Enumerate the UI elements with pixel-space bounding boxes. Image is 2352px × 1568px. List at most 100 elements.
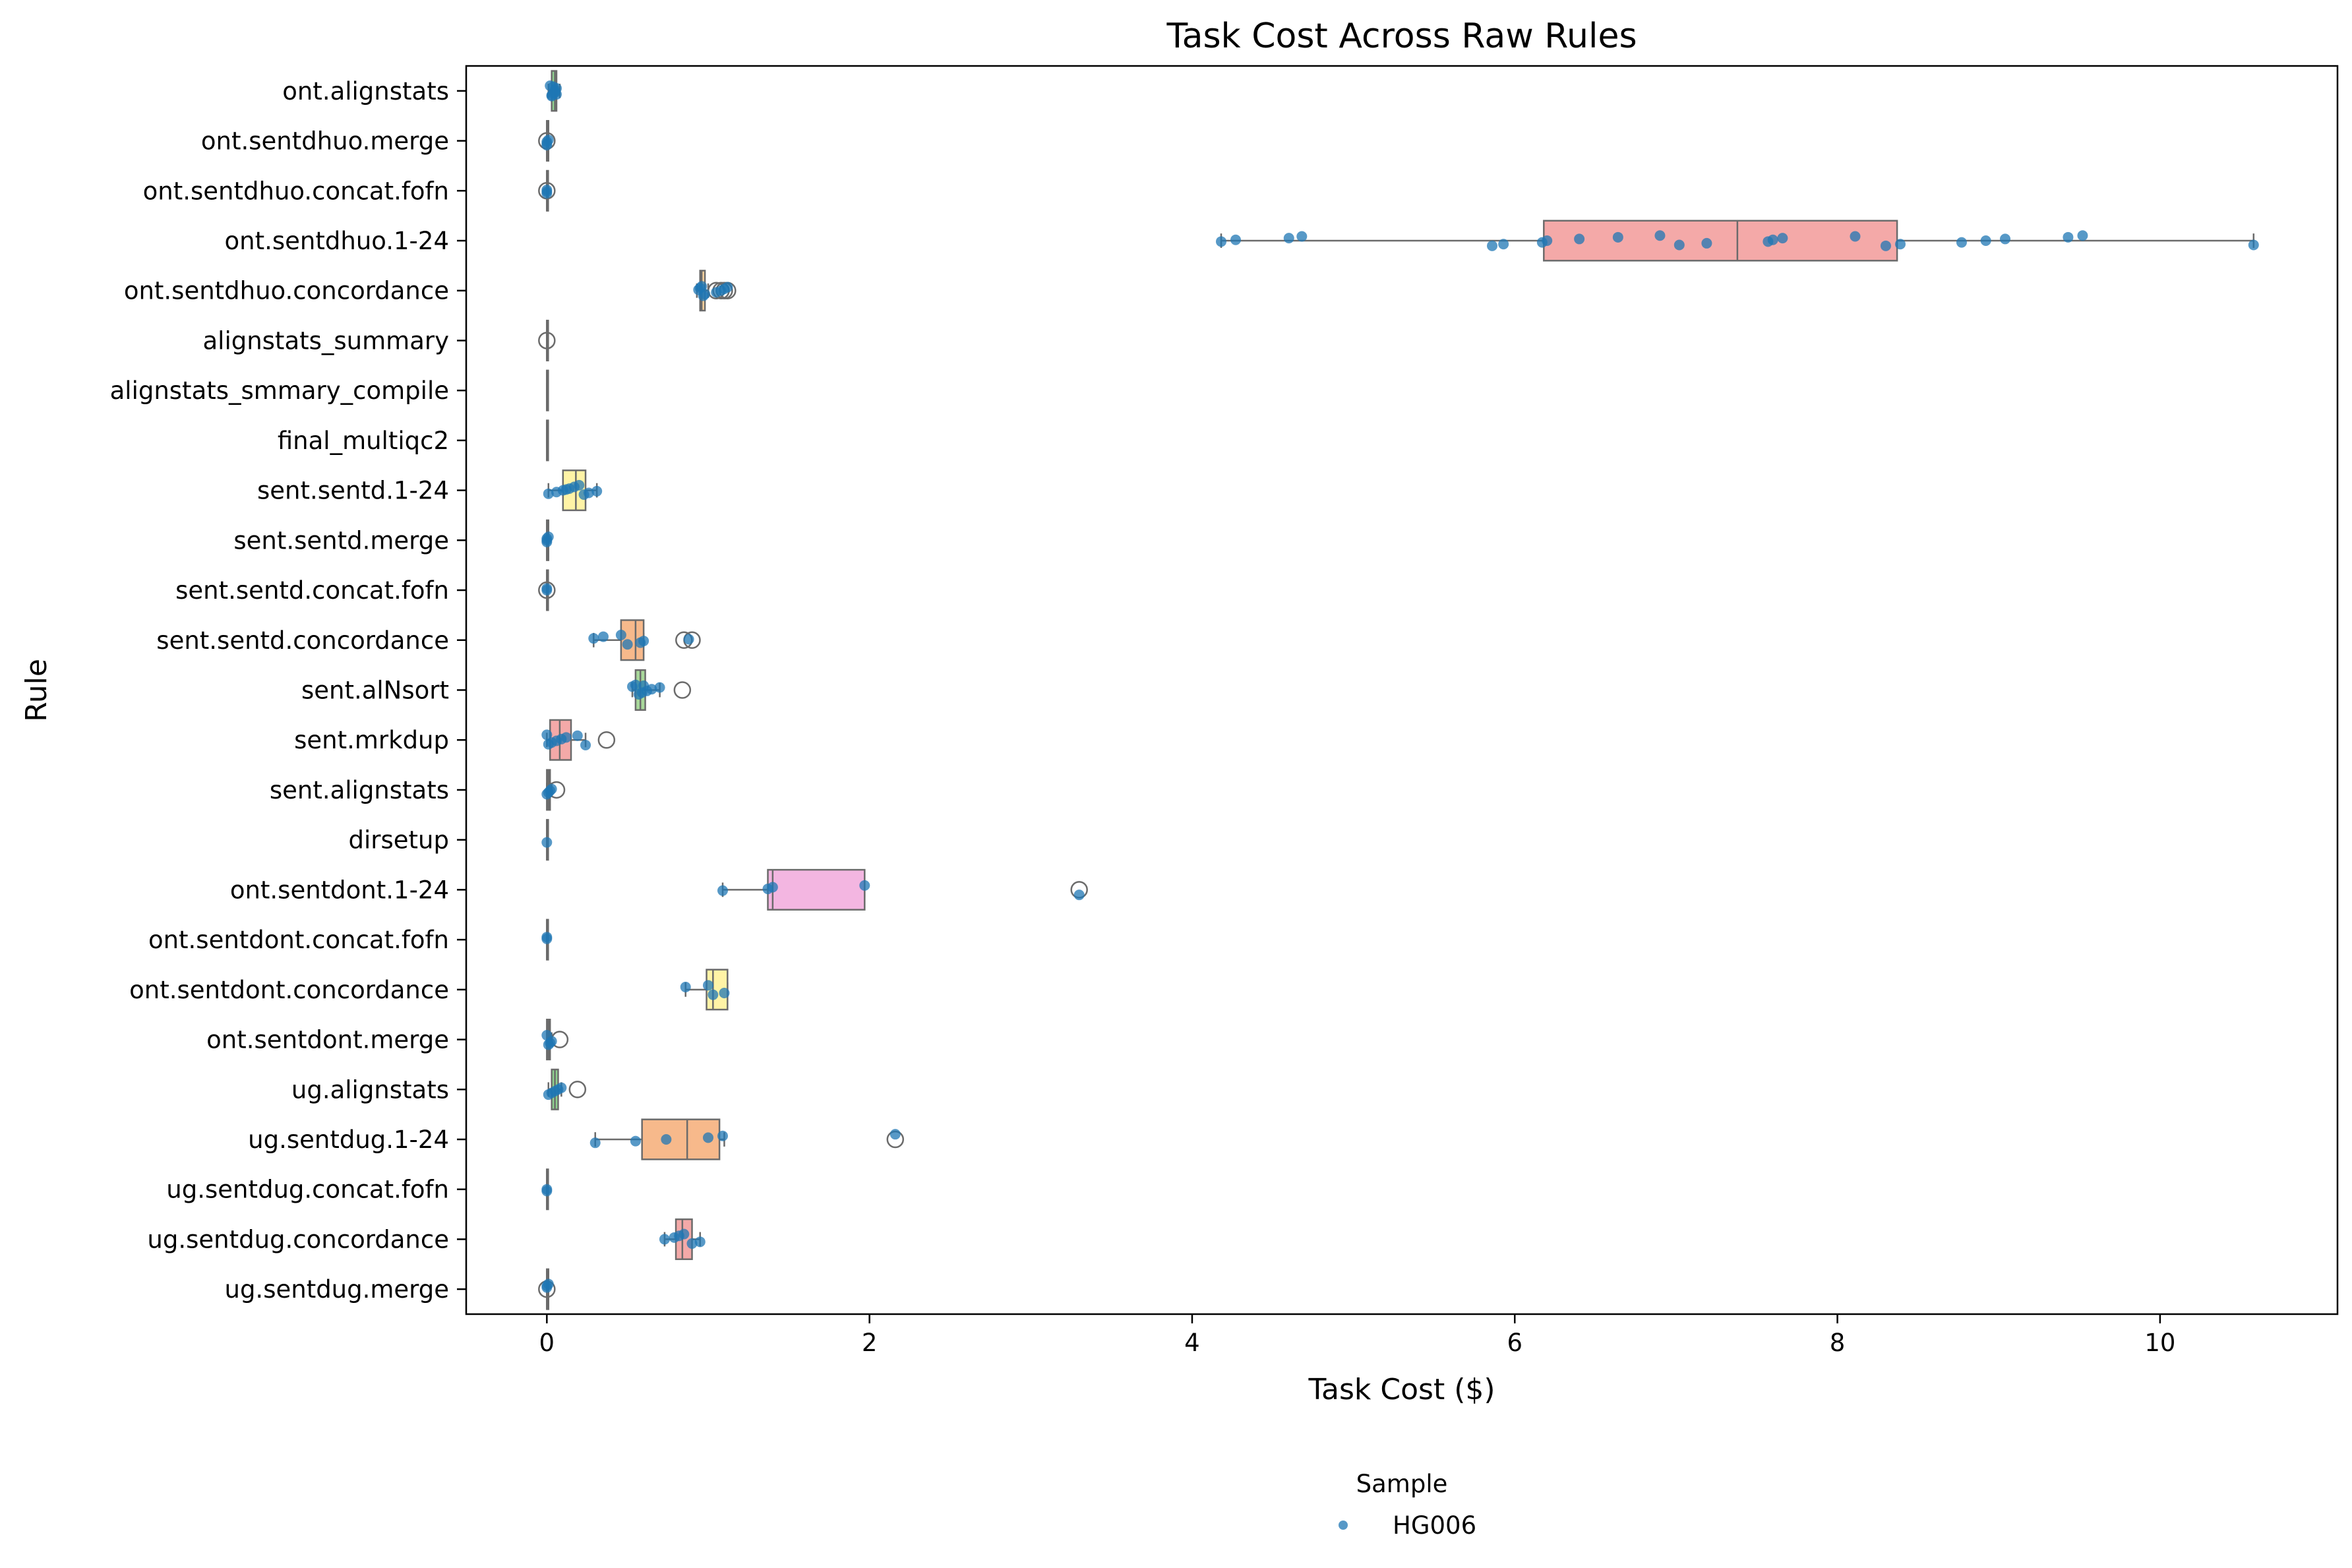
data-point-sent-sentd-concordance (615, 629, 626, 640)
data-point-ont-sentdont-concordance (702, 980, 713, 991)
data-point-ont-sentdhuo-1-24 (1894, 239, 1906, 250)
data-point-ont-sentdont-concat-fofn (541, 932, 553, 943)
data-point-sent-sentd-concordance (622, 639, 633, 650)
data-point-ont-alignstats (549, 87, 560, 98)
y-tick-label-ont-sentdhuo-merge: ont.sentdhuo.merge (201, 127, 449, 156)
data-point-ug-sentdug-concordance (686, 1238, 698, 1249)
y-tick-label-dirsetup: dirsetup (349, 826, 449, 855)
data-point-ug-sentdug-1-24 (630, 1135, 641, 1147)
data-point-sent-sentd-1-24 (591, 485, 603, 497)
legend: Sample HG006 (1339, 1470, 1476, 1540)
data-point-ont-sentdhuo-1-24 (2063, 231, 2074, 243)
data-point-sent-mrkdup (541, 729, 553, 740)
data-point-sent-sentd-concordance (683, 634, 694, 645)
data-point-ont-sentdhuo-1-24 (1654, 230, 1666, 241)
y-tick-label-ont-sentdont-concat-fofn: ont.sentdont.concat.fofn (148, 926, 449, 954)
y-axis: ont.alignstats ont.sentdhuo.merge ont.sent… (110, 77, 466, 1304)
x-tick-label-4: 4 (1184, 1329, 1200, 1357)
data-point-ug-sentdug-merge (543, 1279, 554, 1290)
y-tick-label-ont-sentdont-1-24: ont.sentdont.1-24 (230, 876, 449, 904)
points-layer (541, 80, 2259, 1293)
data-point-ont-sentdont-merge (546, 1036, 557, 1047)
data-point-sent-sentd-1-24 (543, 488, 554, 499)
box-final-multiqc2 (546, 419, 549, 462)
legend-marker-hg006 (1339, 1521, 1348, 1530)
data-point-sent-alnsort (646, 684, 657, 695)
data-point-ont-sentdhuo-1-24 (1777, 233, 1788, 244)
outlier-marker (538, 332, 556, 349)
x-tick-label-6: 6 (1507, 1329, 1523, 1357)
data-point-ug-sentdug-concordance (678, 1228, 690, 1240)
data-point-sent-mrkdup (580, 740, 591, 751)
data-point-sent-sentd-concordance (588, 633, 599, 644)
y-tick-label-ug-sentdug-concordance: ug.sentdug.concordance (147, 1225, 449, 1253)
y-tick-label-ug-sentdug-1-24: ug.sentdug.1-24 (248, 1126, 449, 1154)
data-point-ont-sentdont-concordance (680, 981, 691, 992)
data-point-sent-sentd-concordance (638, 636, 649, 647)
y-tick-label-ug-alignstats: ug.alignstats (291, 1075, 449, 1104)
data-point-ug-sentdug-concordance (694, 1236, 706, 1248)
data-point-sent-alnsort (654, 682, 665, 693)
data-point-ont-sentdhuo-1-24 (1980, 235, 1991, 247)
data-point-ug-sentdug-1-24 (890, 1129, 901, 1140)
data-point-sent-sentd-concordance (597, 631, 609, 642)
data-point-sent-mrkdup (572, 730, 583, 741)
data-point-ont-sentdhuo-1-24 (2248, 239, 2259, 251)
outlier-marker (538, 581, 556, 599)
data-point-ug-sentdug-1-24 (589, 1137, 601, 1149)
outlier-marker (568, 1081, 587, 1099)
x-axis-label: Task Cost ($) (1308, 1373, 1495, 1406)
chart-title: Task Cost Across Raw Rules (1166, 16, 1637, 56)
data-point-ont-sentdhuo-1-24 (1542, 235, 1553, 247)
outlier-marker (673, 681, 692, 699)
data-point-ont-sentdhuo-1-24 (1956, 237, 1967, 248)
y-tick-label-ont-alignstats: ont.alignstats (282, 77, 449, 106)
box-iqr (767, 868, 866, 911)
data-point-ont-sentdhuo-concat-fofn (541, 185, 553, 195)
data-point-ont-sentdont-1-24 (859, 880, 870, 891)
y-tick-label-alignstats-summary: alignstats_summary (202, 326, 449, 355)
y-tick-label-ont-sentdont-concordance: ont.sentdont.concordance (129, 976, 449, 1004)
data-point-ont-sentdhuo-1-24 (1283, 233, 1294, 244)
data-point-ont-sentdont-concordance (708, 989, 719, 1000)
data-point-ont-sentdhuo-1-24 (1574, 233, 1585, 245)
data-point-ont-sentdhuo-1-24 (2077, 230, 2088, 241)
data-point-ont-sentdont-1-24 (767, 882, 778, 893)
data-point-ont-sentdont-concordance (719, 988, 730, 999)
y-tick-label-ug-sentdug-concat-fofn: ug.sentdug.concat.fofn (166, 1176, 449, 1204)
y-tick-label-final-multiqc2: final_multiqc2 (278, 427, 449, 455)
x-tick-label-0: 0 (539, 1329, 555, 1357)
data-point-sent-sentd-concat-fofn (541, 583, 553, 594)
data-point-ont-sentdhuo-concordance (700, 288, 711, 299)
data-point-ont-sentdhuo-1-24 (1880, 240, 1891, 251)
y-tick-label-alignstats-smmary-compile: alignstats_smmary_compile (110, 377, 449, 405)
data-point-ont-sentdhuo-concordance (722, 282, 733, 293)
box-alignstats-smmary-compile (546, 369, 549, 411)
data-point-ug-sentdug-1-24 (702, 1132, 713, 1143)
y-tick-label-ont-sentdhuo-concordance: ont.sentdhuo.concordance (124, 277, 449, 305)
data-point-ug-sentdug-1-24 (717, 1130, 729, 1141)
data-point-sent-sentd-1-24 (560, 484, 572, 495)
y-axis-label: Rule (20, 659, 53, 722)
y-tick-label-sent-alignstats: sent.alignstats (270, 776, 449, 804)
outlier-marker (538, 182, 556, 200)
box-alignstats-summary (538, 319, 556, 361)
box-iqr (1543, 220, 1898, 262)
data-point-sent-alnsort (638, 680, 649, 691)
x-tick-label-10: 10 (2144, 1329, 2175, 1357)
data-point-sent-sentd-1-24 (574, 479, 585, 491)
data-point-ug-alignstats (556, 1082, 567, 1093)
data-point-sent-sentd-merge (543, 531, 554, 543)
y-tick-label-ont-sentdhuo-1-24: ont.sentdhuo.1-24 (225, 227, 449, 255)
data-point-sent-alignstats (546, 783, 557, 795)
data-point-dirsetup (541, 837, 553, 848)
data-point-ont-sentdhuo-1-24 (1674, 239, 1685, 251)
data-point-sent-alnsort (630, 679, 641, 690)
y-tick-label-sent-sentd-1-24: sent.sentd.1-24 (257, 477, 449, 505)
data-point-sent-mrkdup (560, 732, 572, 743)
data-point-ont-sentdhuo-1-24 (1612, 231, 1623, 243)
data-point-ont-sentdhuo-1-24 (1498, 239, 1509, 250)
y-tick-label-sent-sentd-concat-fofn: sent.sentd.concat.fofn (175, 576, 449, 605)
